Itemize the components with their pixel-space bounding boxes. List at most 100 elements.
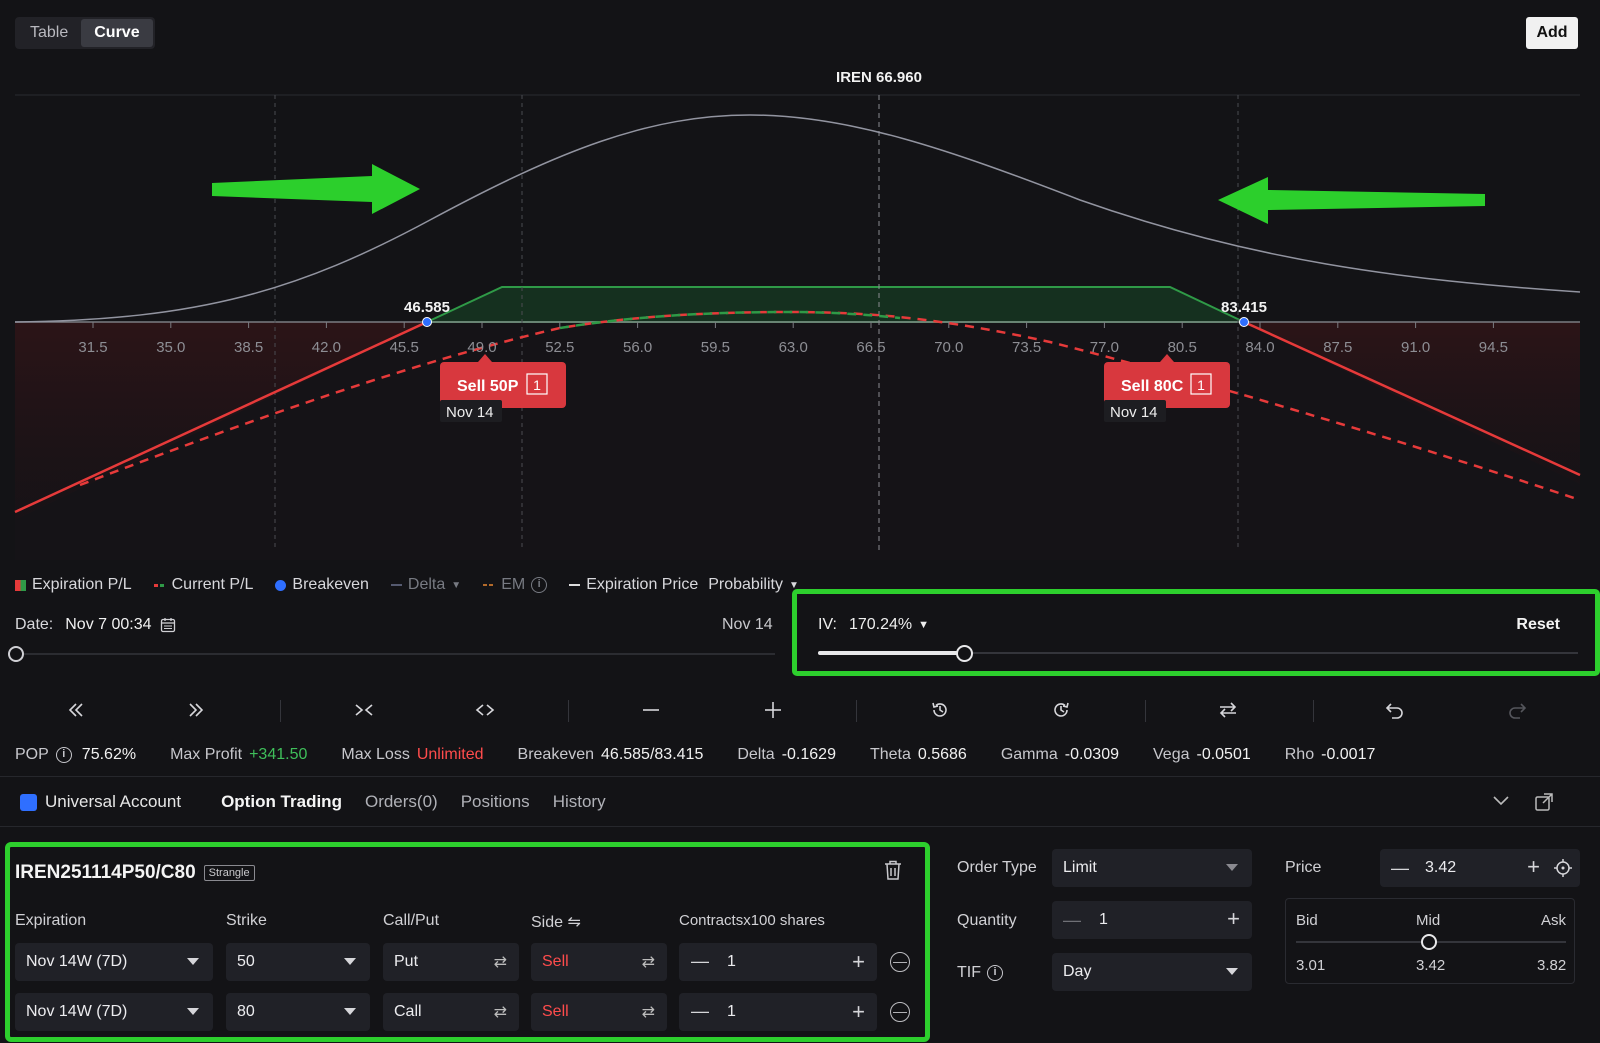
double-chevron-right-icon[interactable] (178, 692, 214, 728)
expiration-select[interactable]: Nov 14W (7D) (15, 943, 213, 981)
crosshair-icon[interactable] (1554, 859, 1572, 882)
x-axis-ticks: 31.5 35.0 38.5 42.0 45.5 49.0 52.5 56.0 59.5 63.0… (78, 322, 1508, 356)
swap-icon[interactable]: ⇄ (641, 954, 655, 971)
stat-label: Gamma (1000, 746, 1058, 763)
strike-select[interactable]: 50 (226, 943, 370, 981)
leg-marker-qty: 1 (533, 377, 541, 393)
remove-leg-icon[interactable]: — (890, 952, 910, 972)
x-tick-label: 52.5 (545, 339, 574, 356)
history-forward-icon[interactable] (1043, 692, 1079, 728)
tab-table[interactable]: Table (30, 24, 69, 41)
undo-icon[interactable] (1377, 692, 1413, 728)
strategy-highlight-box (5, 842, 930, 1042)
info-icon[interactable]: i (55, 747, 72, 763)
bid-ask-handle[interactable] (1421, 934, 1437, 950)
price-stepper[interactable]: — 3.42 + (1380, 849, 1580, 887)
price-label: Price (1285, 859, 1322, 876)
col-header-side[interactable]: Side ⇋ (531, 914, 581, 931)
chevron-down-icon[interactable] (1492, 794, 1510, 812)
date-value[interactable]: Nov 7 00:34 (65, 616, 152, 633)
redo-icon[interactable] (1499, 692, 1535, 728)
swap-icon[interactable]: ⇄ (641, 1004, 655, 1021)
leg-marker-label: Sell 50P (457, 378, 519, 395)
history-back-icon[interactable] (922, 692, 958, 728)
tif-select[interactable]: Day (1052, 953, 1252, 991)
iv-slider-track[interactable] (818, 652, 1578, 654)
plus-icon[interactable]: + (852, 999, 865, 1024)
collapse-range-icon[interactable] (346, 692, 382, 728)
quantity-stepper[interactable]: — 1 + (1052, 901, 1252, 939)
leg-marker-sell-50p[interactable]: Sell 50P 1 Nov 14 (440, 354, 566, 422)
legend-probability-dropdown[interactable]: Probability ▼ (708, 576, 799, 594)
zoom-out-icon[interactable] (633, 692, 669, 728)
info-icon[interactable]: i (531, 577, 548, 593)
reset-button[interactable]: Reset (1516, 616, 1560, 633)
legend-expiration-price[interactable]: Expiration Price (569, 576, 698, 594)
quantity-value[interactable]: 1 (1099, 911, 1108, 928)
account-selector[interactable]: Universal Account (45, 792, 182, 811)
tab-curve[interactable]: Curve (81, 19, 153, 47)
tab-history[interactable]: History (552, 792, 606, 811)
iv-slider-handle[interactable] (956, 645, 973, 662)
legend-label: Breakeven (292, 576, 369, 593)
chevron-down-icon (344, 1008, 356, 1015)
x-tick-label: 49.0 (467, 339, 496, 356)
remove-leg-icon[interactable]: — (890, 1002, 910, 1022)
annotation-arrow-left-icon (1218, 177, 1485, 224)
order-type-select[interactable]: Limit (1052, 849, 1252, 887)
date-slider-handle[interactable] (8, 646, 24, 662)
minus-icon[interactable]: — (1391, 857, 1409, 878)
callput-toggle[interactable]: Call ⇄ (383, 993, 519, 1031)
legend-label: Expiration P/L (32, 576, 132, 593)
expiration-select[interactable]: Nov 14W (7D) (15, 993, 213, 1031)
expand-range-icon[interactable] (467, 692, 503, 728)
tif-label-group: TIF i (957, 964, 1003, 982)
date-slider-track[interactable] (15, 653, 775, 655)
calendar-icon[interactable] (160, 617, 176, 633)
account-icon (20, 793, 37, 811)
plus-icon[interactable]: + (852, 949, 865, 974)
minus-icon[interactable]: — (1063, 909, 1081, 930)
callput-toggle[interactable]: Put ⇄ (383, 943, 519, 981)
tab-positions[interactable]: Positions (460, 792, 530, 811)
swap-icon[interactable]: ⇄ (493, 1004, 507, 1021)
minus-icon[interactable]: — (691, 951, 709, 971)
trash-icon[interactable] (884, 860, 902, 885)
breakeven-dot-low[interactable] (422, 317, 432, 327)
strike-select[interactable]: 80 (226, 993, 370, 1031)
iv-control[interactable]: IV: 170.24% ▼ (818, 616, 929, 634)
bid-ask-slider[interactable] (1285, 898, 1575, 984)
contracts-value[interactable]: 1 (727, 953, 736, 970)
minus-icon[interactable]: — (691, 1001, 709, 1021)
price-value[interactable]: 3.42 (1425, 859, 1457, 876)
side-toggle[interactable]: Sell ⇄ (531, 993, 667, 1031)
add-button[interactable]: Add (1526, 17, 1578, 49)
stat-rho: Rho -0.0017 (1285, 746, 1376, 764)
info-icon[interactable]: i (987, 965, 1003, 981)
plus-icon[interactable]: + (1527, 854, 1540, 879)
tab-option-trading[interactable]: Option Trading (221, 792, 342, 811)
double-chevron-left-icon[interactable] (58, 692, 94, 728)
x-tick-label: 31.5 (78, 339, 107, 356)
tif-value: Day (1063, 963, 1092, 980)
plus-icon[interactable]: + (1227, 906, 1240, 931)
swap-icon[interactable]: ⇄ (493, 954, 507, 971)
breakeven-dot-high[interactable] (1239, 317, 1249, 327)
profit-area (426, 286, 1245, 323)
legend-breakeven[interactable]: Breakeven (275, 576, 369, 594)
legend-em[interactable]: EM i (483, 576, 548, 594)
contracts-stepper[interactable]: — 1 + (679, 993, 877, 1031)
popout-icon[interactable] (1534, 792, 1554, 817)
x-tick-label: 56.0 (623, 339, 652, 356)
legend-expiration-pl[interactable]: Expiration P/L (15, 576, 132, 594)
contracts-value[interactable]: 1 (727, 1003, 736, 1020)
contracts-stepper[interactable]: — 1 + (679, 943, 877, 981)
x-tick-label: 80.5 (1168, 339, 1197, 356)
side-toggle[interactable]: Sell ⇄ (531, 943, 667, 981)
leg-marker-sell-80c[interactable]: Sell 80C 1 Nov 14 (1104, 354, 1230, 422)
legend-current-pl[interactable]: Current P/L (153, 576, 253, 594)
swap-arrows-icon[interactable] (1210, 692, 1246, 728)
tab-orders[interactable]: Orders(0) (364, 792, 438, 811)
zoom-in-icon[interactable] (755, 692, 791, 728)
legend-delta[interactable]: Delta ▼ (390, 576, 461, 594)
